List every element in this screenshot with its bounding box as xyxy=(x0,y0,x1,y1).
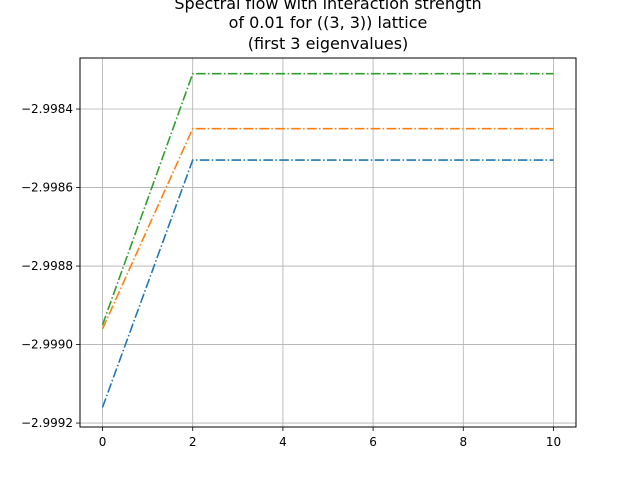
y-tick-label: −2.9986 xyxy=(21,181,73,195)
y-tick-label: −2.9992 xyxy=(21,416,73,430)
plot-area-frame xyxy=(79,57,577,428)
chart-title-line-2: of 0.01 for ((3, 3)) lattice xyxy=(229,13,428,32)
x-tick-label: 4 xyxy=(279,435,287,449)
x-tick-label: 6 xyxy=(369,435,377,449)
grid-lines xyxy=(80,58,576,427)
chart-title-line-3: (first 3 eigenvalues) xyxy=(248,34,409,53)
x-tick-label: 0 xyxy=(99,435,107,449)
x-tick-label: 10 xyxy=(546,435,561,449)
y-axis-ticks: −2.9992 −2.9990 −2.9988 −2.9986 −2.9984 xyxy=(21,102,80,430)
y-tick-label: −2.9990 xyxy=(21,338,73,352)
chart-title-line-1: Spectral flow with interaction strength xyxy=(174,0,481,13)
x-tick-label: 2 xyxy=(189,435,197,449)
series-line-3 xyxy=(101,72,554,326)
series-line-1 xyxy=(101,159,554,408)
x-tick-label: 8 xyxy=(459,435,467,449)
y-tick-label: −2.9988 xyxy=(21,259,73,273)
x-axis-ticks: 0 2 4 6 8 10 xyxy=(99,427,561,449)
series-lines xyxy=(101,72,554,408)
y-tick-label: −2.9984 xyxy=(21,102,73,116)
series-line-2 xyxy=(101,127,554,330)
